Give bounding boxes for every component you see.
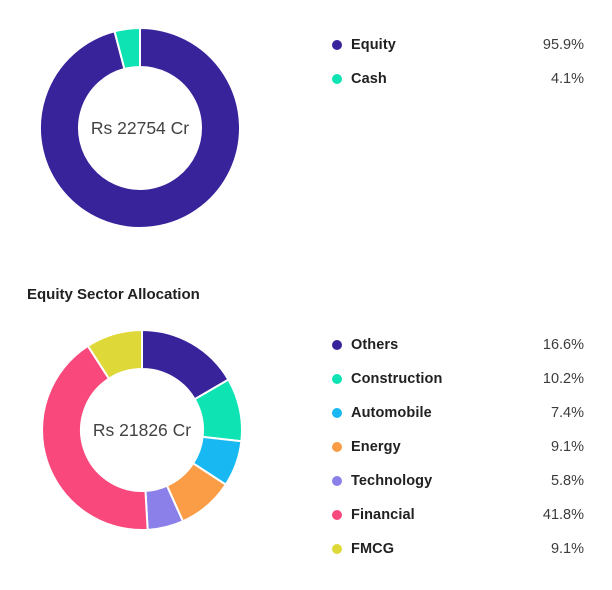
legend-item-technology[interactable]: Technology 5.8% (332, 464, 584, 498)
legend-item-construction[interactable]: Construction 10.2% (332, 362, 584, 396)
legend-item-financial[interactable]: Financial 41.8% (332, 498, 584, 532)
equity-sector-allocation-title: Equity Sector Allocation (27, 286, 200, 303)
legend-color-dot (332, 476, 342, 486)
legend-value: 16.6% (542, 337, 584, 353)
legend-item-fmcg[interactable]: FMCG 9.1% (332, 532, 584, 566)
legend-color-dot (332, 544, 342, 554)
legend-color-dot (332, 374, 342, 384)
legend-value: 41.8% (542, 507, 584, 523)
legend-label: Automobile (351, 405, 432, 421)
legend-label: Cash (351, 71, 387, 87)
legend-color-dot (332, 340, 342, 350)
equity-sector-legend: Others 16.6% Construction 10.2% Automobile 7.… (332, 328, 584, 566)
legend-value: 9.1% (550, 439, 584, 455)
equity-sector-donut-chart: Rs 21826 Cr (41, 329, 243, 531)
donut-segment-equity[interactable] (39, 27, 241, 229)
legend-color-dot (332, 442, 342, 452)
donut-segment-cash[interactable] (113, 27, 141, 71)
legend-item-energy[interactable]: Energy 9.1% (332, 430, 584, 464)
donut-segment-financial[interactable] (41, 344, 149, 531)
legend-value: 9.1% (550, 541, 584, 557)
legend-label: Others (351, 337, 399, 353)
legend-label: FMCG (351, 541, 395, 557)
legend-value: 4.1% (550, 71, 584, 87)
legend-color-dot (332, 408, 342, 418)
legend-label: Construction (351, 371, 443, 387)
legend-value: 10.2% (542, 371, 584, 387)
legend-value: 7.4% (550, 405, 584, 421)
legend-color-dot (332, 510, 342, 520)
asset-allocation-donut-chart: Rs 22754 Cr (39, 27, 241, 229)
legend-item-others[interactable]: Others 16.6% (332, 328, 584, 362)
legend-value: 95.9% (542, 37, 584, 53)
donut-center-label: Rs 21826 Cr (93, 420, 191, 440)
legend-color-dot (332, 74, 342, 84)
legend-item-cash[interactable]: Cash 4.1% (332, 62, 584, 96)
donut-center-label: Rs 22754 Cr (91, 118, 189, 138)
legend-label: Financial (351, 507, 415, 523)
donut-segment-fmcg[interactable] (86, 329, 143, 380)
legend-label: Technology (351, 473, 433, 489)
legend-color-dot (332, 40, 342, 50)
legend-item-equity[interactable]: Equity 95.9% (332, 28, 584, 62)
asset-allocation-legend: Equity 95.9% Cash 4.1% (332, 28, 584, 96)
legend-item-automobile[interactable]: Automobile 7.4% (332, 396, 584, 430)
legend-label: Equity (351, 37, 396, 53)
legend-value: 5.8% (550, 473, 584, 489)
legend-label: Energy (351, 439, 401, 455)
